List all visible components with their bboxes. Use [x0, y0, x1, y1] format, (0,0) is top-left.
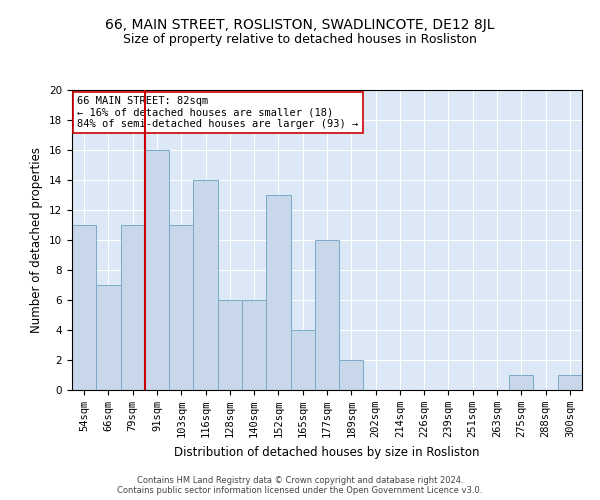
Bar	[242, 300, 266, 390]
Text: 66, MAIN STREET, ROSLISTON, SWADLINCOTE, DE12 8JL: 66, MAIN STREET, ROSLISTON, SWADLINCOTE,…	[105, 18, 495, 32]
Y-axis label: Number of detached properties: Number of detached properties	[31, 147, 43, 333]
X-axis label: Distribution of detached houses by size in Rosliston: Distribution of detached houses by size …	[174, 446, 480, 458]
Text: 66 MAIN STREET: 82sqm
← 16% of detached houses are smaller (18)
84% of semi-deta: 66 MAIN STREET: 82sqm ← 16% of detached …	[77, 96, 358, 129]
Bar	[266, 195, 290, 390]
Bar	[193, 180, 218, 390]
Bar	[145, 150, 169, 390]
Bar	[121, 225, 145, 390]
Bar	[169, 225, 193, 390]
Bar	[72, 225, 96, 390]
Bar	[218, 300, 242, 390]
Bar	[96, 285, 121, 390]
Bar	[315, 240, 339, 390]
Bar	[558, 375, 582, 390]
Bar	[290, 330, 315, 390]
Text: Size of property relative to detached houses in Rosliston: Size of property relative to detached ho…	[123, 32, 477, 46]
Bar	[339, 360, 364, 390]
Bar	[509, 375, 533, 390]
Text: Contains HM Land Registry data © Crown copyright and database right 2024.
Contai: Contains HM Land Registry data © Crown c…	[118, 476, 482, 495]
